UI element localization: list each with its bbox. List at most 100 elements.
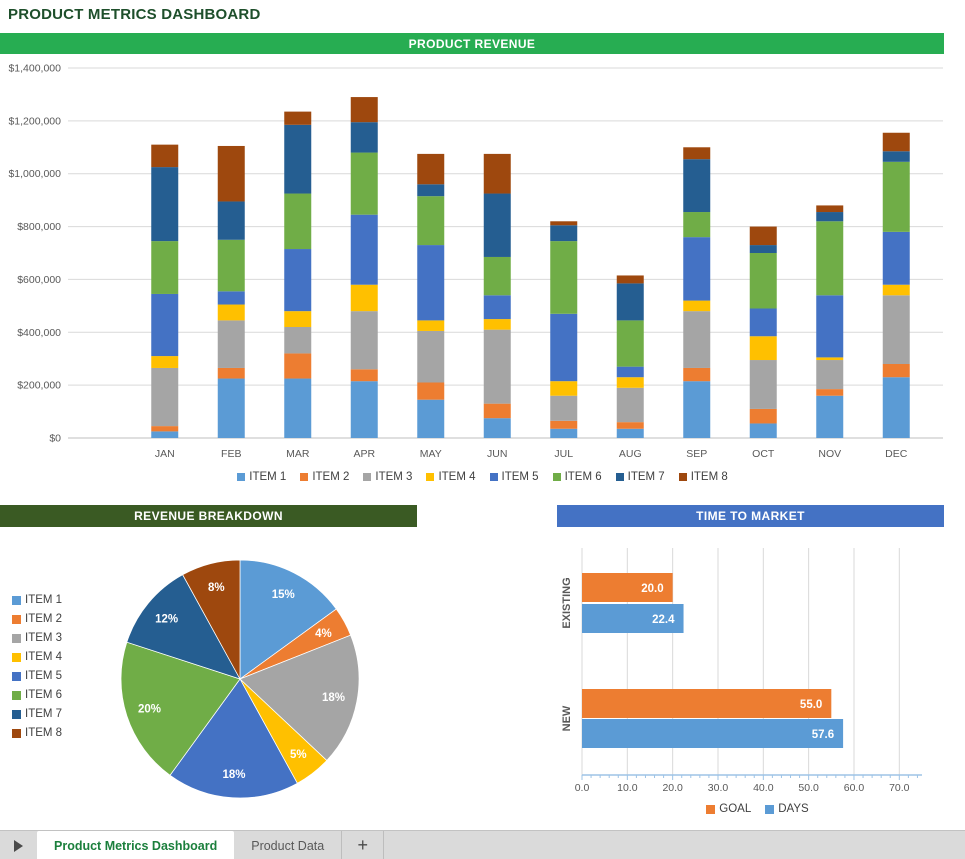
bar-segment xyxy=(683,381,711,438)
legend-label: ITEM 4 xyxy=(25,651,63,663)
sheet-tab-bar: Product Metrics Dashboard Product Data + xyxy=(0,830,965,859)
month-label: OCT xyxy=(752,448,775,460)
category-label: EXISTING xyxy=(561,577,573,628)
bar-segment xyxy=(151,241,179,294)
bar-segment xyxy=(816,357,844,361)
pie-slice xyxy=(182,559,241,680)
bar-segment xyxy=(151,356,179,368)
legend-label: ITEM 1 xyxy=(25,594,63,606)
add-sheet-button[interactable]: + xyxy=(342,831,385,859)
pie-label: 4% xyxy=(315,628,332,640)
bar-segment xyxy=(417,382,445,400)
bar-segment xyxy=(217,145,245,202)
bar-segment xyxy=(350,214,378,285)
pie-slice xyxy=(126,574,241,680)
month-label: JUL xyxy=(554,448,573,460)
bar-segment xyxy=(483,329,511,404)
bar-segment xyxy=(550,241,578,314)
bar-segment xyxy=(217,378,245,438)
y-tick-label: $800,000 xyxy=(17,221,61,233)
legend-item: ITEM 7 xyxy=(12,708,62,720)
legend-swatch xyxy=(12,728,21,738)
legend-item: ITEM 1 xyxy=(12,594,62,606)
bar-segment xyxy=(151,144,179,168)
bar-segment xyxy=(683,237,711,301)
bar-segment xyxy=(350,369,378,382)
tab-product-data[interactable]: Product Data xyxy=(251,838,325,853)
bar-segment xyxy=(882,132,910,152)
bar-segment xyxy=(616,377,644,388)
bar-segment xyxy=(882,377,910,438)
bar-segment xyxy=(217,367,245,379)
legend-swatch xyxy=(426,473,435,481)
legend-label: DAYS xyxy=(778,803,809,815)
product-revenue-chart[interactable]: $0 $200,000 $400,000 $600,000 $800,000 $1,000… xyxy=(0,55,965,465)
legend-swatch xyxy=(12,671,21,681)
revenue-breakdown-pie-chart[interactable]: 15% 4% 18% 5% 18% 20% 12% 8% xyxy=(110,549,380,819)
bar-segment xyxy=(882,364,910,378)
market-legend: GOAL DAYS xyxy=(550,800,965,818)
bar-segment xyxy=(749,245,777,253)
bar-segment xyxy=(483,403,511,419)
legend-label: ITEM 2 xyxy=(25,613,63,625)
tab-product-metrics-dashboard[interactable]: Product Metrics Dashboard xyxy=(37,831,235,859)
legend-item: ITEM 5 xyxy=(12,670,62,682)
bar-segment xyxy=(882,161,910,232)
bar-segment xyxy=(151,431,179,438)
bar-segment xyxy=(284,311,312,327)
bar-segment xyxy=(816,360,844,390)
bar-segment xyxy=(483,193,511,257)
bar-segment xyxy=(483,153,511,194)
legend-item: ITEM 7 xyxy=(615,471,665,483)
legend-label: ITEM 7 xyxy=(627,471,665,483)
pie-slice xyxy=(239,559,337,680)
legend-swatch xyxy=(12,595,21,605)
bar-segment xyxy=(816,295,844,358)
legend-swatch xyxy=(12,690,21,700)
bar-segment xyxy=(616,320,644,367)
pie-label: 12% xyxy=(155,613,178,625)
legend-item: ITEM 3 xyxy=(363,471,412,483)
bar-segment xyxy=(683,300,711,312)
bar-segment xyxy=(683,147,711,160)
legend-item: ITEM 3 xyxy=(12,632,62,644)
bar-segment xyxy=(417,196,445,246)
time-to-market-chart[interactable]: 0.0 10.0 20.0 30.0 40.0 50.0 60.0 70.0 20.0 22.4 E… xyxy=(550,540,965,800)
legend-swatch xyxy=(552,473,561,481)
bar-segment xyxy=(616,387,644,423)
bar-segment xyxy=(816,212,844,222)
category-label: NEW xyxy=(561,705,573,731)
bar-segment xyxy=(417,399,445,438)
legend-item: ITEM 6 xyxy=(552,471,602,483)
bar-days xyxy=(582,719,844,748)
bar-segment xyxy=(749,336,777,361)
bar-segment xyxy=(550,313,578,382)
plus-icon: + xyxy=(357,835,368,855)
bar-goal xyxy=(582,573,673,602)
bar-segment xyxy=(550,221,578,226)
legend-swatch xyxy=(300,473,309,481)
bar-segment xyxy=(882,231,910,285)
bar-segment xyxy=(417,330,445,383)
bar-segment xyxy=(816,395,844,438)
tab-scroll-right-button[interactable] xyxy=(0,831,37,859)
legend-item: ITEM 5 xyxy=(489,471,539,483)
bar-segment xyxy=(284,353,312,379)
x-tick-label: 70.0 xyxy=(889,782,910,794)
bar-segment xyxy=(550,395,578,421)
bar-segment xyxy=(350,284,378,312)
pie-slice xyxy=(120,641,241,776)
bar-segment xyxy=(417,245,445,321)
tab-divider xyxy=(341,831,343,859)
legend-label: ITEM 6 xyxy=(25,689,63,701)
pie-slice xyxy=(239,634,360,761)
legend-item: ITEM 1 xyxy=(237,471,286,483)
y-tick-label: $1,400,000 xyxy=(8,63,61,75)
legend-item: ITEM 4 xyxy=(12,651,62,663)
legend-swatch xyxy=(765,804,775,814)
bar-segment xyxy=(749,226,777,246)
bar-segment xyxy=(284,327,312,354)
bar-days xyxy=(582,604,684,633)
bar-segment xyxy=(483,295,511,320)
